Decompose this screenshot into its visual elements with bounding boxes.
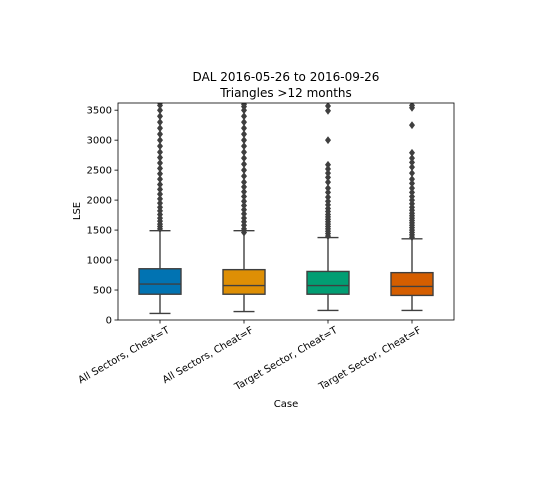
outlier-point (241, 103, 247, 109)
outlier-point (157, 169, 163, 178)
outlier-point (409, 163, 415, 172)
outlier-point (157, 142, 163, 151)
outlier-point (241, 130, 247, 139)
outlier-point (241, 209, 247, 218)
outlier-point (157, 153, 163, 162)
outlier-point (409, 121, 415, 130)
outlier-point (325, 165, 331, 173)
outlier-point (157, 164, 163, 173)
chart-title: DAL 2016-05-26 to 2016-09-26 (193, 70, 380, 84)
box-iqr (306, 270, 350, 295)
box-iqr (222, 268, 266, 295)
outlier-point (241, 214, 247, 222)
outlier-point (409, 179, 415, 188)
outlier-point (241, 178, 247, 187)
box-group-4 (390, 103, 434, 312)
y-tick-label: 2500 (87, 166, 112, 177)
outlier-point (409, 175, 415, 184)
outlier-point (325, 136, 331, 145)
x-axis-label: Case (274, 399, 298, 410)
outlier-point (325, 169, 331, 178)
outlier-point (325, 178, 331, 187)
outlier-point (157, 124, 163, 133)
outlier-point (241, 112, 247, 121)
outlier-point (325, 103, 331, 110)
outlier-point (241, 136, 247, 145)
outlier-point (241, 148, 247, 157)
outlier-point (325, 106, 331, 115)
outlier-point (409, 158, 415, 167)
outlier-point (157, 175, 163, 184)
outlier-point (409, 188, 415, 197)
box-iqr (138, 268, 182, 295)
outlier-point (157, 112, 163, 121)
outlier-point (157, 103, 163, 107)
chart-subtitle: Triangles >12 months (219, 86, 352, 100)
x-tick-label: All Sectors, Cheat=F (161, 325, 256, 386)
outlier-point (241, 187, 247, 196)
chart-marks (138, 103, 434, 315)
y-axis-label: LSE (72, 202, 83, 220)
box-group-1 (138, 103, 182, 315)
outlier-point (157, 148, 163, 157)
outlier-point (241, 166, 247, 175)
y-tick-label: 1000 (87, 256, 112, 267)
outlier-point (241, 205, 247, 214)
outlier-point (325, 188, 331, 197)
outlier-point (241, 154, 247, 163)
y-tick-label: 0 (106, 316, 112, 327)
outlier-point (157, 159, 163, 167)
x-tick-label: All Sectors, Cheat=T (77, 325, 173, 387)
outlier-point (241, 192, 247, 201)
outlier-point (241, 201, 247, 210)
plot-frame (117, 102, 455, 321)
y-tick-label: 1500 (87, 226, 112, 237)
outlier-point (157, 106, 163, 115)
outlier-point (241, 160, 247, 169)
box-iqr (390, 271, 434, 297)
outlier-point (157, 199, 163, 208)
y-tick-label: 3000 (87, 136, 112, 147)
outlier-point (241, 172, 247, 181)
chart-axes: 0 500 1000 1500 2000 2500 3000 3500 All Sectors,… (77, 102, 455, 393)
outlier-point (409, 154, 415, 163)
y-tick-label: 500 (93, 286, 112, 297)
outlier-point (157, 203, 163, 212)
outlier-point (325, 197, 331, 206)
outlier-point (409, 192, 415, 201)
outlier-point (325, 160, 331, 169)
y-tick-label: 3500 (87, 106, 112, 117)
outlier-point (157, 118, 163, 127)
outlier-point (157, 185, 163, 194)
outlier-point (157, 195, 163, 203)
box-group-3 (306, 103, 350, 312)
outlier-point (157, 190, 163, 199)
outlier-point (409, 184, 415, 193)
outlier-point (409, 148, 415, 157)
outlier-point (325, 193, 331, 202)
outlier-point (241, 124, 247, 133)
y-tick-label: 2000 (87, 196, 112, 207)
outlier-point (241, 118, 247, 127)
outlier-point (325, 184, 331, 193)
outlier-point (241, 142, 247, 151)
outlier-point (409, 103, 415, 110)
box-group-2 (222, 103, 266, 313)
outlier-point (157, 180, 163, 189)
outlier-point (241, 183, 247, 191)
outlier-point (241, 197, 247, 206)
outlier-point (157, 130, 163, 139)
outlier-point (157, 136, 163, 145)
outlier-point (409, 169, 415, 178)
outlier-point (325, 173, 331, 182)
